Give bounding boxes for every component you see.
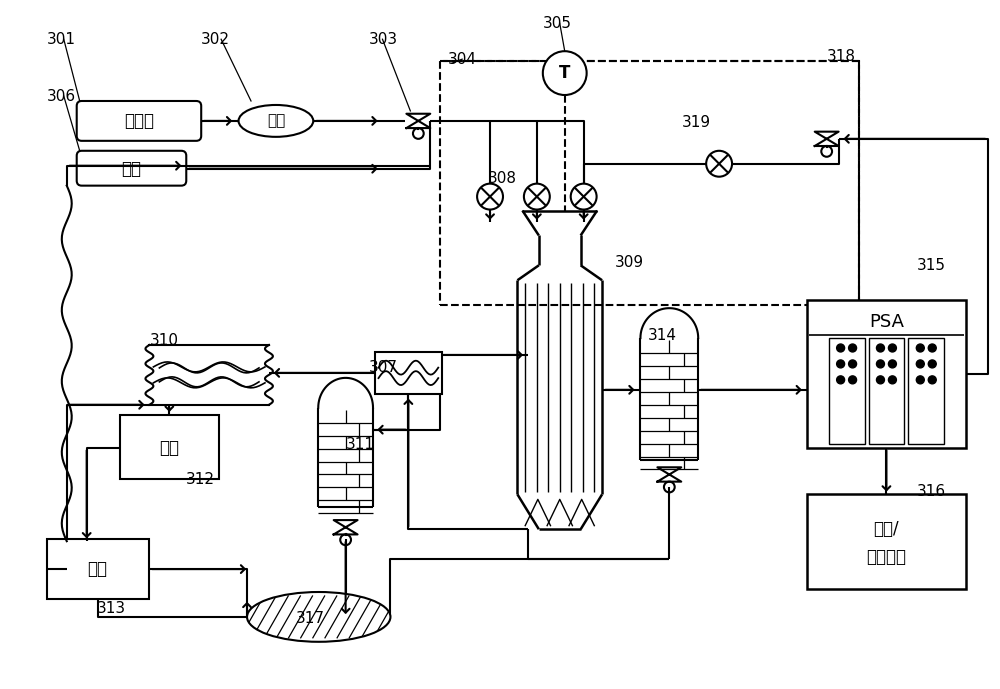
Text: 脱硫: 脱硫 [267, 114, 285, 128]
Text: 水箱: 水箱 [88, 560, 108, 578]
Circle shape [876, 360, 884, 368]
Circle shape [888, 376, 896, 384]
Circle shape [849, 376, 857, 384]
Bar [47, 539, 149, 599]
Text: 311: 311 [346, 437, 375, 452]
Circle shape [543, 51, 587, 95]
Circle shape [928, 376, 936, 384]
Circle shape [888, 344, 896, 352]
Text: 309: 309 [615, 255, 644, 270]
Bar [120, 415, 219, 480]
Circle shape [916, 344, 924, 352]
Text: 315: 315 [916, 258, 945, 273]
Text: 天然气: 天然气 [124, 112, 154, 130]
FancyBboxPatch shape [77, 101, 201, 141]
Bar [829, 338, 865, 444]
Text: 316: 316 [916, 484, 945, 499]
Text: 305: 305 [543, 16, 572, 31]
Text: 310: 310 [149, 333, 178, 347]
Bar [908, 338, 944, 444]
Circle shape [876, 344, 884, 352]
Ellipse shape [247, 592, 390, 641]
Text: 308: 308 [488, 171, 517, 186]
Circle shape [876, 376, 884, 384]
Text: 319: 319 [682, 115, 711, 130]
Circle shape [916, 360, 924, 368]
Text: PSA: PSA [869, 313, 904, 331]
Circle shape [928, 360, 936, 368]
Circle shape [837, 376, 845, 384]
Text: T: T [559, 64, 570, 82]
Text: 313: 313 [97, 601, 126, 617]
Text: 304: 304 [448, 52, 477, 67]
Bar [807, 495, 966, 589]
Text: 307: 307 [369, 360, 398, 376]
Ellipse shape [239, 105, 313, 137]
Bar [807, 300, 966, 448]
Circle shape [916, 376, 924, 384]
Text: 301: 301 [47, 32, 76, 47]
Text: 306: 306 [47, 88, 76, 103]
Bar [869, 338, 904, 444]
Bar [375, 352, 442, 394]
Text: 终端用户: 终端用户 [866, 548, 906, 566]
Text: 314: 314 [647, 327, 676, 342]
Text: 储氢/: 储氢/ [874, 520, 899, 538]
Text: 317: 317 [296, 611, 325, 626]
Text: 303: 303 [369, 32, 398, 47]
Text: 312: 312 [186, 472, 215, 487]
FancyBboxPatch shape [77, 151, 186, 185]
Circle shape [837, 344, 845, 352]
Circle shape [928, 344, 936, 352]
Text: 302: 302 [201, 32, 230, 47]
Circle shape [837, 360, 845, 368]
Circle shape [849, 360, 857, 368]
Text: 热水: 热水 [159, 439, 179, 457]
Text: 318: 318 [827, 49, 856, 63]
Circle shape [888, 360, 896, 368]
Bar [440, 61, 859, 305]
Text: 空气: 空气 [121, 160, 141, 178]
Circle shape [849, 344, 857, 352]
